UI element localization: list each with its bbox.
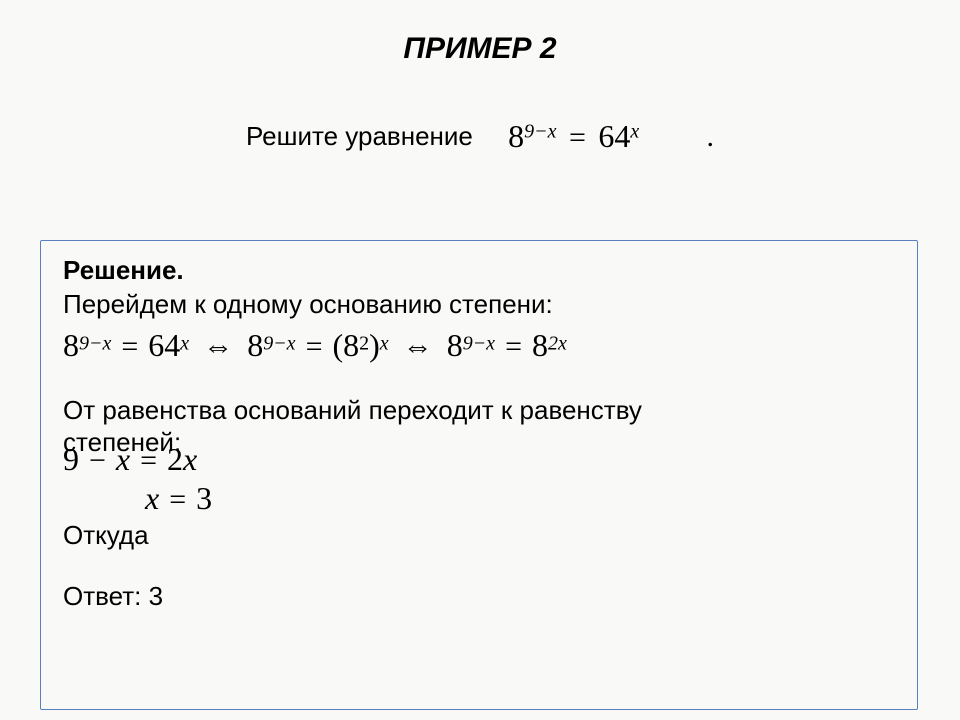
c2-le: 9−x (263, 332, 295, 354)
lin-minus: − (89, 444, 106, 477)
c3-re: 2x (548, 332, 567, 354)
iff-1: ⇔ (203, 330, 233, 363)
eq-lhs-exp: 9−x (524, 120, 556, 142)
c1-rb: 64 (148, 327, 180, 363)
c3-rb: 8 (532, 327, 548, 363)
solution-box: Решение. Перейдем к одному основанию сте… (40, 240, 918, 710)
lin-eq: = (140, 444, 157, 477)
c2-lb: 8 (247, 327, 263, 363)
eq-rhs-exp: x (630, 120, 639, 142)
lin-2: 2 (167, 441, 183, 477)
prompt-line: Решите уравнение 89−x = 64x . (0, 118, 960, 155)
solution-line-1: Перейдем к одному основанию степени: (63, 288, 895, 321)
iff-2: ⇔ (403, 330, 433, 363)
eq-rhs-base: 64 (598, 118, 630, 154)
eq-lhs-base: 8 (508, 118, 524, 154)
c1-le: 9−x (79, 332, 111, 354)
lin-x1: x (116, 441, 130, 477)
lin-9: 9 (63, 441, 79, 477)
slide-canvas: ПРИМЕР 2 Решите уравнение 89−x = 64x . Р… (0, 0, 960, 720)
c3-lb: 8 (447, 327, 463, 363)
c2-rbc: ) (369, 327, 380, 363)
whence: Откуда (63, 519, 895, 552)
c2-rbs: 2 (359, 332, 369, 354)
main-equation: 89−x = 64x (508, 118, 639, 155)
eq2: = (306, 330, 323, 363)
result-equation: x = 3 (145, 480, 895, 517)
trailing-period: . (707, 120, 715, 154)
res-x: x (145, 480, 159, 516)
linear-equation: 9 − x = 2x (63, 441, 895, 478)
equation-chain: 89−x = 64x ⇔ 89−x = (82)x ⇔ 89−x = 82x (63, 327, 895, 364)
prompt-text: Решите уравнение (246, 121, 473, 152)
solution-heading: Решение. (63, 255, 895, 286)
example-title: ПРИМЕР 2 (0, 32, 960, 66)
solution-line-2a: От равенства оснований переходит к равен… (63, 394, 895, 427)
eq-equals: = (569, 121, 586, 154)
c3-le: 9−x (463, 332, 495, 354)
res-3: 3 (196, 480, 212, 516)
eq3: = (505, 330, 522, 363)
c1-re: x (180, 332, 189, 354)
c2-rb: (8 (332, 327, 359, 363)
res-eq: = (169, 483, 186, 516)
eq1: = (121, 330, 138, 363)
c1-lb: 8 (63, 327, 79, 363)
lin-x2: x (183, 441, 197, 477)
answer: Ответ: 3 (63, 581, 895, 612)
c2-re: x (380, 332, 389, 354)
